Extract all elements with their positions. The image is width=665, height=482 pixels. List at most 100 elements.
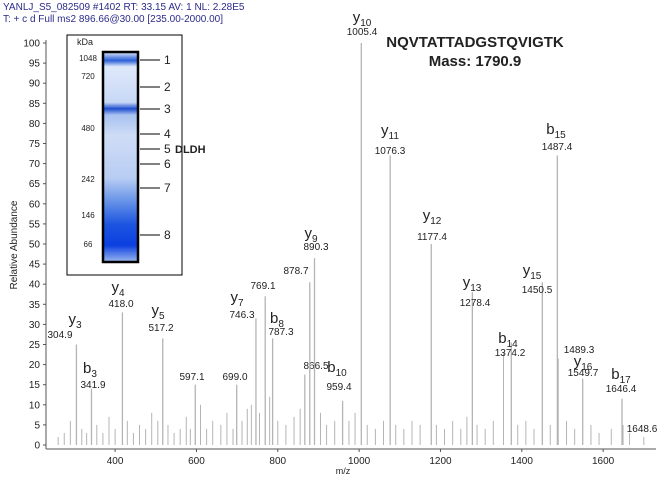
ion-index: 13 — [470, 283, 482, 294]
peak-mz-label: 1450.5 — [522, 285, 553, 296]
y-tick-label: 50 — [29, 240, 41, 251]
ion-index: 11 — [389, 131, 400, 142]
ion-index: 10 — [360, 18, 372, 29]
peak-mz-label: 304.9 — [47, 330, 72, 341]
x-tick-label: 1600 — [592, 456, 615, 467]
peak-mz-label: 418.0 — [108, 299, 133, 310]
y-tick-label: 90 — [29, 79, 41, 90]
peak-mz-label: 699.0 — [222, 372, 247, 383]
x-tick-label: 400 — [107, 456, 124, 467]
peak-mz-label: 597.1 — [179, 372, 204, 383]
chart-title: NQVTATTADGSTQVIGTK — [386, 34, 564, 51]
ion-index: 3 — [91, 369, 97, 380]
ion-index: 15 — [555, 130, 567, 141]
ion-letter: y — [111, 279, 119, 296]
peak-mz-label: 769.1 — [250, 281, 275, 292]
ion-label: b10 — [327, 359, 347, 379]
band-label: 7 — [164, 181, 171, 195]
y-tick-label: 5 — [34, 420, 40, 431]
ion-letter: b — [270, 310, 278, 327]
ion-label: b3 — [83, 360, 97, 380]
y-tick-label: 35 — [29, 300, 41, 311]
peak-mz-label: 1648.6 — [627, 424, 658, 435]
ion-label: b14 — [498, 330, 518, 350]
ion-label: b17 — [611, 366, 631, 386]
ion-letter: y — [230, 289, 238, 306]
ion-index: 5 — [159, 311, 165, 322]
marker-label: 66 — [84, 240, 93, 249]
ion-letter: b — [327, 359, 335, 376]
ion-label: y3 — [68, 311, 82, 331]
ion-letter: b — [498, 330, 506, 347]
y-tick-label: 95 — [29, 59, 41, 70]
y-tick-label: 80 — [29, 119, 41, 130]
band-label: 4 — [164, 127, 171, 141]
marker-label: 480 — [81, 124, 95, 133]
x-tick-label: 600 — [188, 456, 205, 467]
y-tick-label: 45 — [29, 260, 41, 271]
ion-index: 8 — [278, 319, 284, 330]
peak-mz-label: 1487.4 — [542, 142, 573, 153]
ion-letter: y — [523, 262, 531, 279]
ion-label: y12 — [423, 207, 442, 227]
ion-index: 16 — [581, 362, 593, 373]
ion-letter: y — [381, 122, 389, 139]
ion-label: y4 — [111, 279, 125, 299]
peak-mz-label: 1374.2 — [495, 348, 526, 359]
peak-mz-label: 890.3 — [303, 242, 328, 253]
gel-lane — [101, 50, 140, 264]
ion-letter: y — [68, 311, 76, 328]
y-tick-label: 0 — [34, 441, 40, 452]
ion-index: 3 — [76, 320, 82, 331]
y-tick-label: 70 — [29, 159, 41, 170]
band-label: 6 — [164, 157, 171, 171]
x-tick-label: 1000 — [348, 456, 371, 467]
marker-label: 146 — [81, 211, 95, 220]
ion-letter: b — [611, 366, 619, 383]
y-tick-label: 100 — [23, 39, 40, 50]
y-axis-label: Relative Abundance — [9, 200, 20, 289]
ion-letter: y — [463, 274, 471, 291]
band-label: 5 — [164, 142, 171, 156]
ion-label: y9 — [304, 225, 318, 245]
band-label: 3 — [164, 102, 171, 116]
peak-mz-label: 1549.7 — [568, 368, 599, 379]
y-tick-label: 60 — [29, 199, 41, 210]
ion-label: y15 — [523, 262, 542, 282]
y-tick-label: 20 — [29, 360, 41, 371]
y-tick-label: 65 — [29, 179, 41, 190]
ion-index: 12 — [430, 216, 442, 227]
ion-index: 7 — [238, 298, 244, 309]
y-tick-label: 10 — [29, 400, 41, 411]
y-tick-label: 25 — [29, 340, 41, 351]
ion-index: 14 — [507, 339, 519, 350]
chart-subtitle: Mass: 1790.9 — [429, 53, 522, 70]
peak-mz-label: 517.2 — [148, 323, 173, 334]
peak-mz-label: 878.7 — [283, 266, 308, 277]
peak-mz-label: 1005.4 — [347, 27, 378, 38]
band-label: 8 — [164, 228, 171, 242]
marker-label: 242 — [81, 175, 95, 184]
ion-letter: y — [304, 225, 312, 242]
band-label: 1 — [164, 53, 171, 67]
peak-mz-label: 959.4 — [326, 382, 351, 393]
x-tick-label: 1200 — [429, 456, 452, 467]
band-note: DLDH — [175, 144, 206, 156]
ion-label: y16 — [574, 353, 593, 373]
marker-label: 1048 — [79, 54, 97, 63]
y-tick-label: 30 — [29, 320, 41, 331]
peak-mz-label: 1646.4 — [606, 384, 637, 395]
ion-label: y7 — [230, 289, 244, 309]
peak-mz-label: 787.3 — [268, 327, 293, 338]
ion-letter: y — [423, 207, 431, 224]
ion-label: y5 — [151, 302, 165, 322]
y-tick-label: 75 — [29, 139, 41, 150]
band-label: 2 — [164, 80, 171, 94]
y-tick-label: 15 — [29, 380, 41, 391]
peak-mz-label: 1177.4 — [417, 232, 447, 243]
peak-mz-label: 1076.3 — [375, 146, 406, 157]
ion-label: b15 — [546, 121, 566, 141]
inset-unit: kDa — [77, 37, 93, 47]
ion-index: 10 — [336, 368, 348, 379]
